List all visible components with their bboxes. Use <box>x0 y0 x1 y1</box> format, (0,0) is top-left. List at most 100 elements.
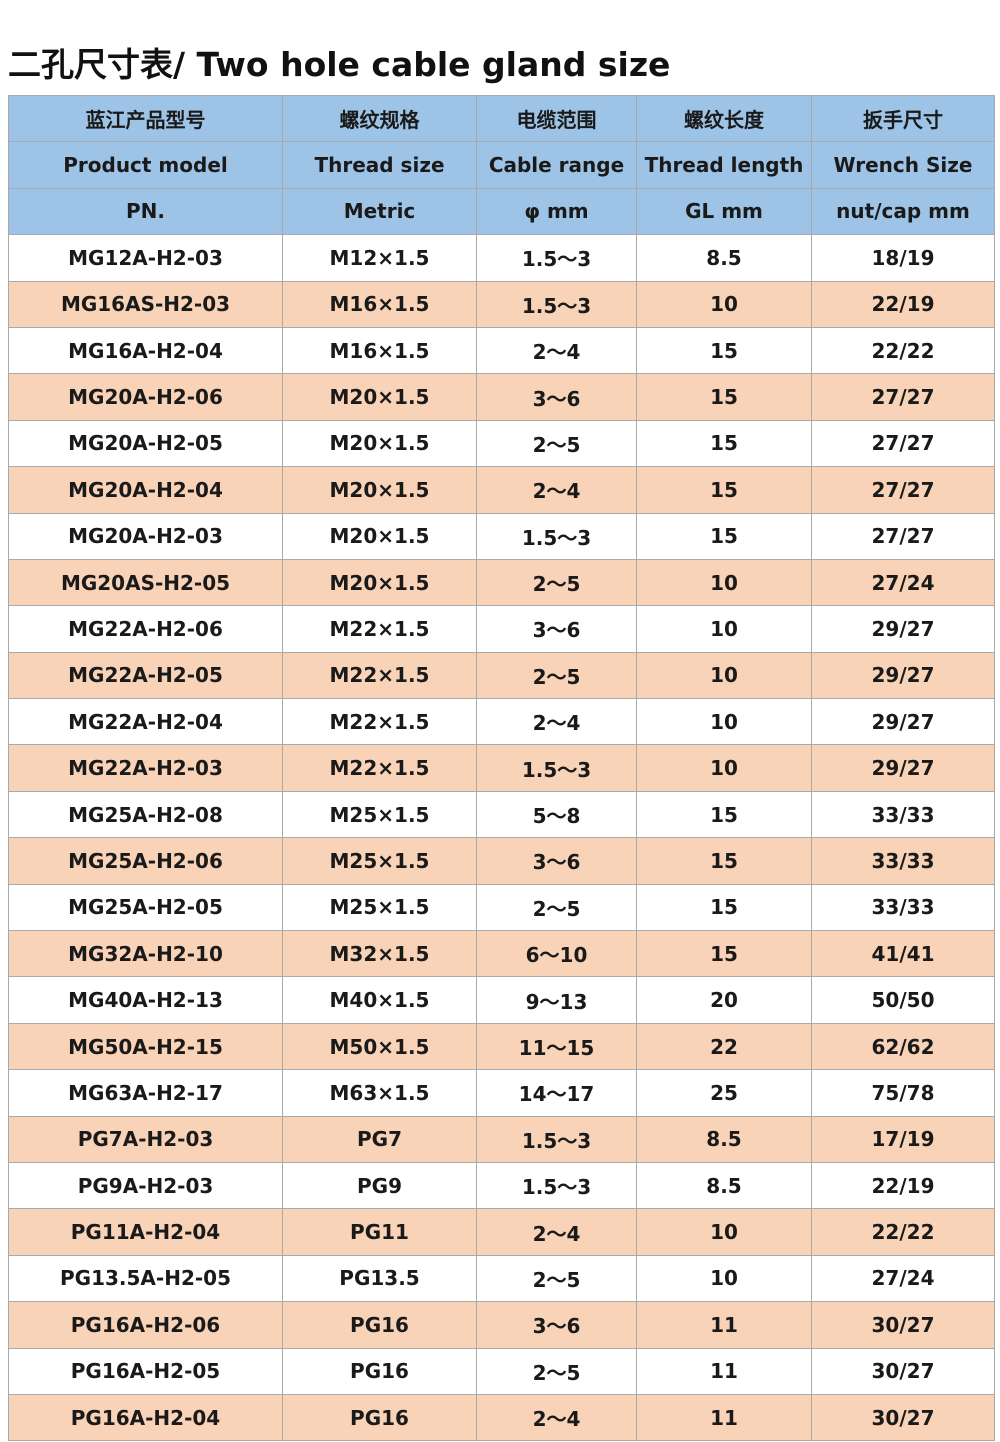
cell: M22×1.5 <box>282 605 477 653</box>
cell: 29/27 <box>811 698 995 746</box>
cell: 8.5 <box>636 234 812 282</box>
cell: PG16 <box>282 1301 477 1349</box>
cell: 6～10 <box>476 930 637 978</box>
cell: 15 <box>636 790 812 839</box>
cell: PG11 <box>282 1208 477 1256</box>
cell: 5～8 <box>476 790 637 839</box>
data-row: PG11A-H2-04 PG11 2～4 10 22/22 <box>8 1208 995 1256</box>
cell: 1.5～3 <box>476 1115 637 1163</box>
data-row: MG22A-H2-03 M22×1.5 1.5～3 10 29/27 <box>8 744 995 792</box>
data-row: PG9A-H2-03 PG9 1.5～3 8.5 22/19 <box>8 1161 995 1210</box>
header-cell: 蓝江产品型号 <box>8 94 283 143</box>
cell: M20×1.5 <box>282 373 477 421</box>
cell: MG20A-H2-03 <box>8 512 283 560</box>
cell: M20×1.5 <box>282 512 477 560</box>
cell: 10 <box>636 1208 812 1256</box>
cell: 29/27 <box>811 651 995 700</box>
cell: 15 <box>636 512 812 560</box>
cell: PG7 <box>282 1115 477 1163</box>
header-cell: 螺纹长度 <box>636 94 812 143</box>
cell: 3～6 <box>476 605 637 653</box>
cell: 11 <box>636 1301 812 1349</box>
cell: M25×1.5 <box>282 883 477 932</box>
cell: 15 <box>636 837 812 885</box>
cell: MG12A-H2-03 <box>8 234 283 282</box>
cell: PG13.5 <box>282 1254 477 1303</box>
cell: 30/27 <box>811 1301 995 1349</box>
cell: 62/62 <box>811 1022 995 1071</box>
cell: 15 <box>636 373 812 421</box>
cell: PG16A-H2-04 <box>8 1393 283 1442</box>
size-table: 蓝江产品型号 螺纹规格 电缆范围 螺纹长度 扳手尺寸 Product model Threa… <box>8 94 995 1442</box>
header-row: Product model Thread size Cable range Threa… <box>8 141 995 189</box>
header-cell: Cable range <box>476 141 637 189</box>
data-row: MG22A-H2-04 M22×1.5 2～4 10 29/27 <box>8 698 995 746</box>
cell: 10 <box>636 558 812 607</box>
cell: 2～4 <box>476 466 637 514</box>
cell: M20×1.5 <box>282 558 477 607</box>
cell: M25×1.5 <box>282 837 477 885</box>
cell: 1.5～3 <box>476 280 637 328</box>
cell: PG9 <box>282 1161 477 1210</box>
cell: 3～6 <box>476 1301 637 1349</box>
data-row: MG50A-H2-15 M50×1.5 11～15 22 62/62 <box>8 1022 995 1071</box>
data-row: PG16A-H2-04 PG16 2～4 11 30/27 <box>8 1393 995 1442</box>
cell: 15 <box>636 326 812 375</box>
cell: MG63A-H2-17 <box>8 1069 283 1117</box>
cell: 8.5 <box>636 1161 812 1210</box>
data-row: PG13.5A-H2-05 PG13.5 2～5 10 27/24 <box>8 1254 995 1303</box>
cell: 25 <box>636 1069 812 1117</box>
cell: 11 <box>636 1347 812 1395</box>
cell: 1.5～3 <box>476 744 637 792</box>
data-row: MG22A-H2-06 M22×1.5 3～6 10 29/27 <box>8 605 995 653</box>
cell: PG7A-H2-03 <box>8 1115 283 1163</box>
cell: 10 <box>636 744 812 792</box>
cell: 41/41 <box>811 930 995 978</box>
cell: 9～13 <box>476 976 637 1024</box>
cell: MG25A-H2-06 <box>8 837 283 885</box>
data-row: MG20A-H2-03 M20×1.5 1.5～3 15 27/27 <box>8 512 995 560</box>
cell: 75/78 <box>811 1069 995 1117</box>
cell: 29/27 <box>811 605 995 653</box>
data-row: MG20A-H2-04 M20×1.5 2～4 15 27/27 <box>8 466 995 514</box>
header-cell: PN. <box>8 187 283 236</box>
header-cell: 螺纹规格 <box>282 94 477 143</box>
header-cell: 电缆范围 <box>476 94 637 143</box>
cell: 2～5 <box>476 883 637 932</box>
cell: 30/27 <box>811 1393 995 1442</box>
cell: 22/19 <box>811 1161 995 1210</box>
data-row: MG25A-H2-08 M25×1.5 5～8 15 33/33 <box>8 790 995 839</box>
cell: MG22A-H2-04 <box>8 698 283 746</box>
data-row: MG63A-H2-17 M63×1.5 14～17 25 75/78 <box>8 1069 995 1117</box>
data-row: MG20AS-H2-05 M20×1.5 2～5 10 27/24 <box>8 558 995 607</box>
header-cell: nut/cap mm <box>811 187 995 236</box>
cell: 27/27 <box>811 373 995 421</box>
cell: 10 <box>636 280 812 328</box>
header-row: PN. Metric φ mm GL mm nut/cap mm <box>8 187 995 236</box>
cell: MG16A-H2-04 <box>8 326 283 375</box>
cell: M22×1.5 <box>282 651 477 700</box>
data-row: MG12A-H2-03 M12×1.5 1.5～3 8.5 18/19 <box>8 234 995 282</box>
header-cell: GL mm <box>636 187 812 236</box>
cell: 10 <box>636 605 812 653</box>
cell: 27/27 <box>811 466 995 514</box>
cell: 2～4 <box>476 1393 637 1442</box>
cell: PG9A-H2-03 <box>8 1161 283 1210</box>
cell: 2～5 <box>476 651 637 700</box>
data-row: MG16AS-H2-03 M16×1.5 1.5～3 10 22/19 <box>8 280 995 328</box>
cell: M32×1.5 <box>282 930 477 978</box>
cell: 22/22 <box>811 326 995 375</box>
data-row: MG40A-H2-13 M40×1.5 9～13 20 50/50 <box>8 976 995 1024</box>
cell: 33/33 <box>811 883 995 932</box>
cell: 2～5 <box>476 558 637 607</box>
cell: MG20A-H2-04 <box>8 466 283 514</box>
header-row: 蓝江产品型号 螺纹规格 电缆范围 螺纹长度 扳手尺寸 <box>8 94 995 143</box>
cell: MG40A-H2-13 <box>8 976 283 1024</box>
cell: 27/27 <box>811 512 995 560</box>
cell: PG13.5A-H2-05 <box>8 1254 283 1303</box>
cell: MG20A-H2-05 <box>8 419 283 468</box>
cell: MG50A-H2-15 <box>8 1022 283 1071</box>
cell: 18/19 <box>811 234 995 282</box>
cell: 2～5 <box>476 1254 637 1303</box>
